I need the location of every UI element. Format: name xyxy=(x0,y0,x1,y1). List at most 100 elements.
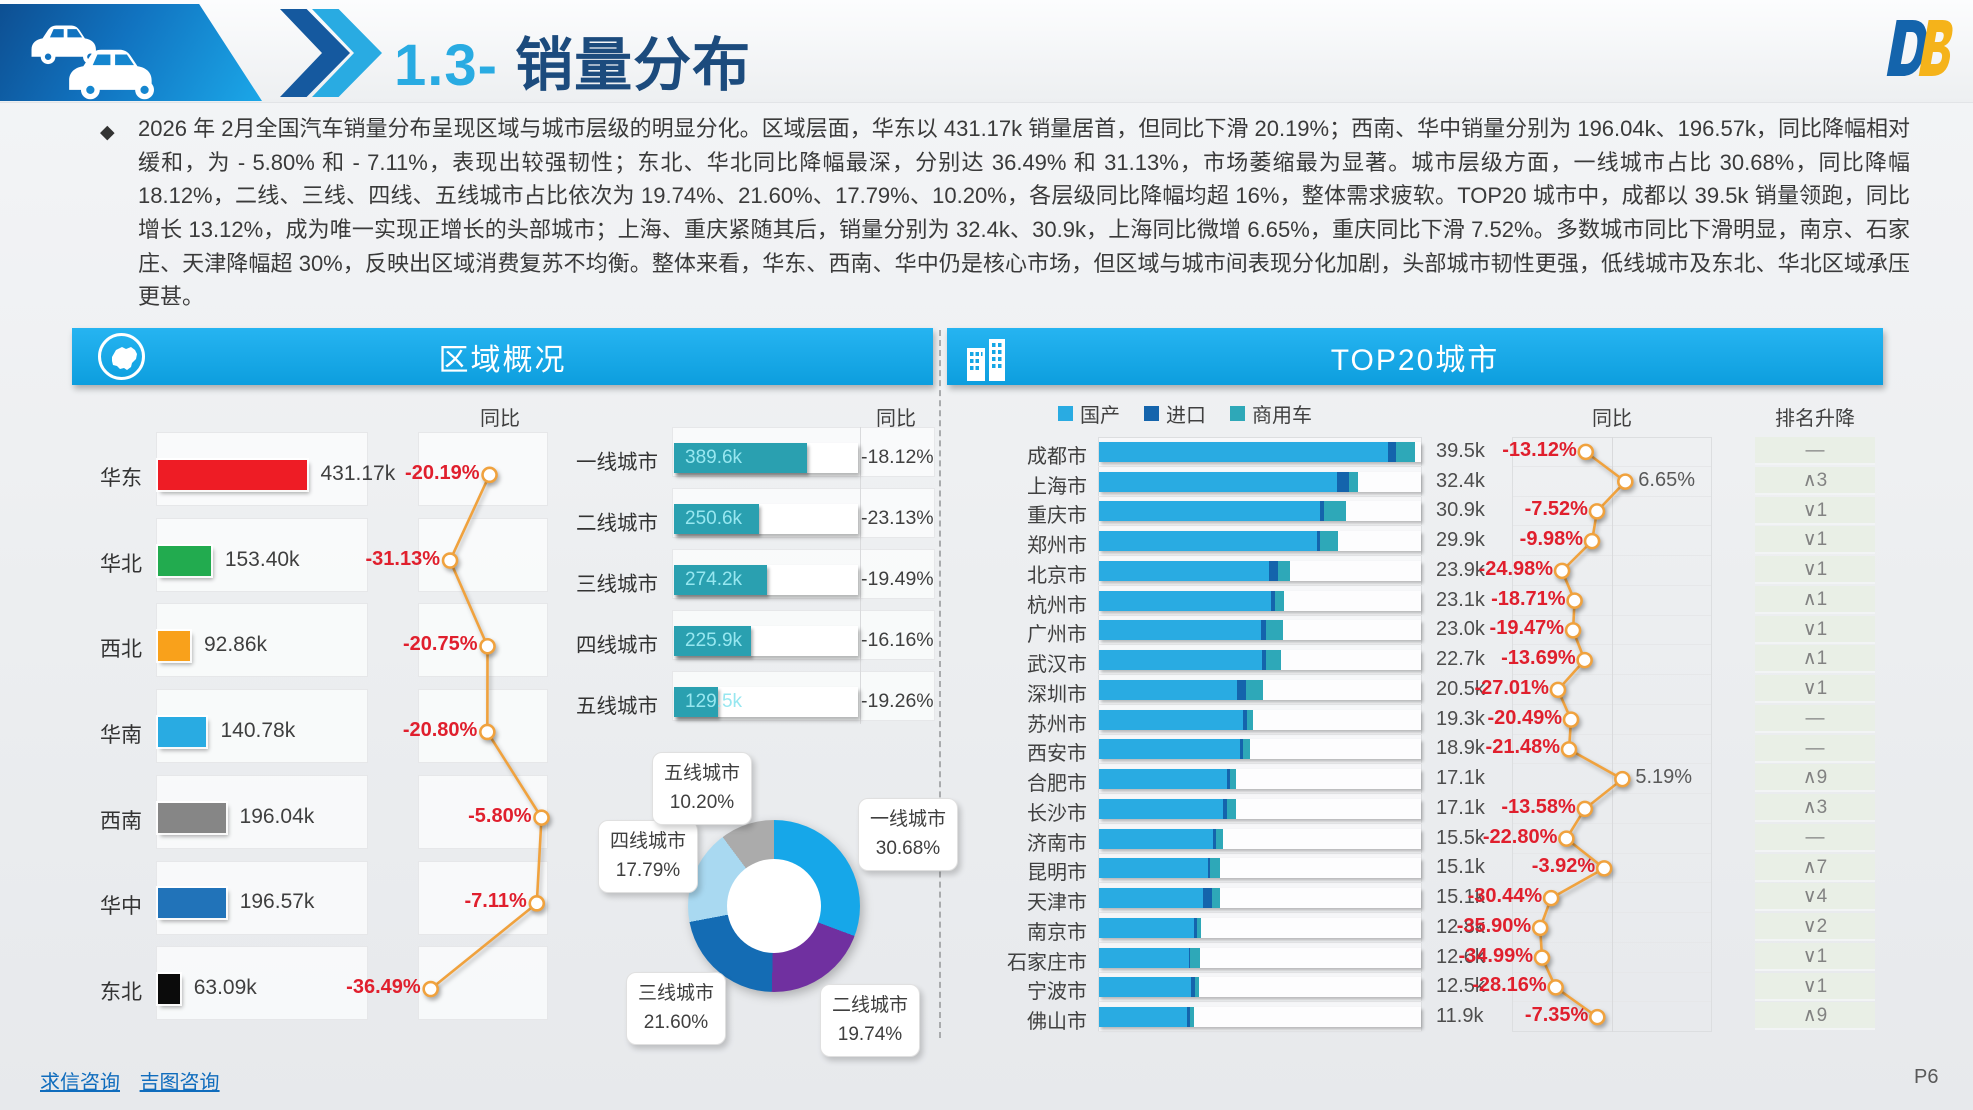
top20-rank-change: ∧3 xyxy=(1755,794,1875,822)
top20-bar-segment xyxy=(1099,947,1189,968)
region-value: 431.17k xyxy=(320,461,396,485)
china-map-icon xyxy=(98,333,145,380)
tier-label: 三线城市 xyxy=(576,572,658,596)
top20-yoy-grid-line xyxy=(1612,437,1613,1032)
top20-rank-change: ∧1 xyxy=(1755,585,1875,614)
top20-rank-change: — xyxy=(1755,437,1875,465)
donut-callout: 一线城市 30.68% xyxy=(858,798,958,871)
top20-rank-change: ∨2 xyxy=(1755,913,1875,941)
region-bar xyxy=(156,543,213,578)
top20-bar-segment xyxy=(1099,709,1243,730)
top20-row-line xyxy=(1098,824,1422,854)
donut-callout-name: 三线城市 xyxy=(637,983,714,1004)
top20-bar-segment xyxy=(1099,1007,1188,1028)
top20-bar-segment xyxy=(1099,977,1191,998)
top20-yoy-value: 6.65% xyxy=(1638,468,1696,491)
legend-item: 商用车 xyxy=(1230,399,1312,428)
region-bar xyxy=(156,457,309,492)
top20-city-label: 石家庄市 xyxy=(1007,951,1087,974)
top20-bar-segment xyxy=(1099,798,1224,819)
top20-bar-segment xyxy=(1099,501,1321,522)
top20-row-line xyxy=(1098,1002,1422,1032)
top20-bar-segment xyxy=(1099,560,1270,581)
top20-row-line xyxy=(1098,675,1422,705)
top20-city-label: 深圳市 xyxy=(1027,683,1087,706)
top20-bar-segment xyxy=(1320,501,1324,522)
tier-bar: 129.5k xyxy=(674,686,742,717)
top20-city-label: 上海市 xyxy=(1027,475,1087,498)
top20-bar-track xyxy=(1099,739,1421,760)
top20-bar-segment xyxy=(1189,1007,1195,1028)
top20-bar-track xyxy=(1099,977,1421,998)
top20-rank-change: — xyxy=(1755,823,1875,852)
top20-rank-change: — xyxy=(1755,704,1875,733)
tier-grid-line xyxy=(860,427,861,724)
legend-item: 国产 xyxy=(1058,399,1120,428)
company-logo-icon xyxy=(1886,20,1953,76)
top20-rank-change: ∨1 xyxy=(1755,675,1875,703)
top20-value: 12.8k xyxy=(1436,915,1485,938)
region-label: 东北 xyxy=(100,981,142,1005)
tier-label: 一线城市 xyxy=(576,450,658,474)
top20-bar-segment xyxy=(1320,531,1339,552)
region-value: 196.04k xyxy=(239,804,315,828)
footer-link-jitu[interactable]: 吉图咨询 xyxy=(139,1072,220,1094)
top20-yoy-value: -28.16% xyxy=(1472,974,1547,997)
tier-yoy-value: -19.49% xyxy=(861,567,934,590)
top20-bar-segment xyxy=(1223,798,1227,819)
top20-row-line xyxy=(1098,943,1422,973)
top20-bar-segment xyxy=(1247,709,1254,730)
top20-bar-segment xyxy=(1191,977,1195,998)
top20-city-label: 天津市 xyxy=(1027,892,1087,915)
top20-row-line xyxy=(1098,705,1422,735)
tier-bar: 225.9k xyxy=(674,625,751,656)
top20-yoy-value: -22.80% xyxy=(1482,825,1558,848)
top20-city-label: 郑州市 xyxy=(1027,535,1087,558)
top20-value: 12.6k xyxy=(1436,945,1485,968)
top20-yoy-value: -20.49% xyxy=(1487,706,1563,729)
top20-bar-segment xyxy=(1242,739,1251,760)
region-value: 140.78k xyxy=(220,718,296,742)
top20-city-label: 苏州市 xyxy=(1027,713,1087,736)
top20-yoy-value: -35.90% xyxy=(1456,914,1532,937)
top20-yoy-value: -34.99% xyxy=(1458,944,1534,967)
legend-swatch xyxy=(1230,406,1245,421)
top20-bar-segment xyxy=(1190,947,1200,968)
top20-bar-segment xyxy=(1349,471,1359,492)
car-icon xyxy=(69,49,154,100)
top20-bar-segment xyxy=(1196,917,1202,938)
top20-bar-segment xyxy=(1337,471,1350,492)
top20-bar-segment xyxy=(1099,620,1261,641)
top20-bar-segment xyxy=(1099,917,1195,938)
top20-bar-segment xyxy=(1099,739,1240,760)
left-panel-header: 区域概况 xyxy=(72,328,933,385)
top20-value: 19.3k xyxy=(1436,707,1485,730)
region-yoy-value: -20.80% xyxy=(402,718,478,741)
bullet-icon: ◆ xyxy=(100,122,115,143)
top20-bar-segment xyxy=(1323,501,1347,522)
top20-bar-segment xyxy=(1245,679,1263,700)
top20-bar-segment xyxy=(1229,769,1236,790)
region-yoy-value: -7.11% xyxy=(464,890,527,913)
top20-yoy-value: -3.92% xyxy=(1531,855,1596,878)
top20-bar-track xyxy=(1099,769,1421,790)
top20-rank-change: ∨1 xyxy=(1755,615,1875,644)
top20-bar-segment xyxy=(1213,828,1217,849)
footer-links: 求信咨询 吉图咨询 xyxy=(40,1066,234,1095)
top20-row-line xyxy=(1098,913,1422,943)
top20-yoy-value: -24.98% xyxy=(1478,557,1554,580)
top20-bar-track xyxy=(1099,560,1421,581)
legend-swatch xyxy=(1058,406,1073,421)
footer-link-qiuxin[interactable]: 求信咨询 xyxy=(40,1072,120,1094)
top20-row-line xyxy=(1098,586,1422,616)
top20-bar-track xyxy=(1099,828,1421,849)
top20-row-line xyxy=(1098,764,1422,794)
top20-yoy-value: -9.98% xyxy=(1519,528,1584,551)
tier-bar: 274.2k xyxy=(674,564,768,595)
top20-row-line xyxy=(1098,556,1422,586)
top20-rank-change: ∨1 xyxy=(1755,526,1875,555)
region-yoy-value: -20.19% xyxy=(405,461,480,484)
top20-city-label: 南京市 xyxy=(1027,921,1087,944)
top20-row-line xyxy=(1098,794,1422,824)
top20-value: 11.9k xyxy=(1436,1005,1484,1028)
